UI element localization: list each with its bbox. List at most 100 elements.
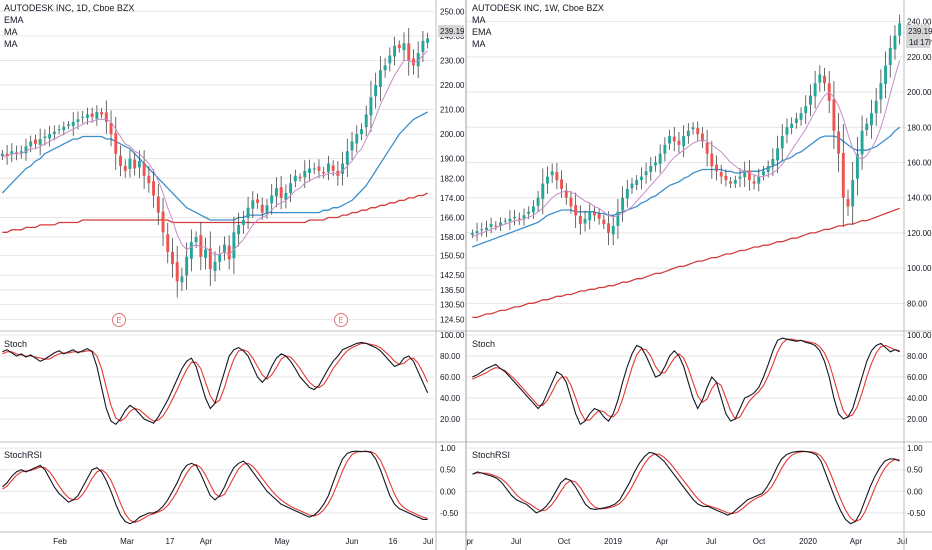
weekly-stochrsi-tick[interactable]: -0.50 xyxy=(907,509,926,518)
daily-candle-body[interactable] xyxy=(407,43,411,61)
weekly-candle-body[interactable] xyxy=(743,171,747,178)
weekly-candle-body[interactable] xyxy=(898,23,902,36)
weekly-candle-body[interactable] xyxy=(776,148,780,161)
weekly-candle-body[interactable] xyxy=(564,190,568,198)
daily-candle-body[interactable] xyxy=(19,151,23,153)
daily-candle-body[interactable] xyxy=(393,45,397,57)
daily-candle-body[interactable] xyxy=(265,205,269,213)
daily-price-tick[interactable]: 166.00 xyxy=(440,214,465,223)
weekly-candle-body[interactable] xyxy=(597,213,601,219)
weekly-candle-body[interactable] xyxy=(738,176,742,179)
daily-candle-body[interactable] xyxy=(222,244,226,253)
daily-candle-body[interactable] xyxy=(374,85,378,97)
daily-price-tick[interactable]: 158.00 xyxy=(440,233,465,242)
weekly-time-tick[interactable]: Oct xyxy=(753,537,766,546)
daily-stoch-tick[interactable]: 20.00 xyxy=(440,415,461,424)
weekly-time-tick[interactable]: Apr xyxy=(850,537,863,546)
weekly-candle-body[interactable] xyxy=(588,211,592,221)
daily-time-tick[interactable]: Feb xyxy=(53,537,67,546)
daily-candle-body[interactable] xyxy=(62,126,66,131)
daily-price-tick[interactable]: 220.00 xyxy=(440,81,465,90)
weekly-candle-body[interactable] xyxy=(762,171,765,176)
daily-candle-body[interactable] xyxy=(303,170,307,178)
weekly-stochrsi-tick[interactable]: 1.00 xyxy=(907,444,923,453)
weekly-stoch-tick[interactable]: 80.00 xyxy=(907,352,928,361)
daily-stochrsi-pane[interactable]: StochRSI 1.00 0.50 0.00 -0.50 xyxy=(0,444,459,525)
daily-candle-body[interactable] xyxy=(156,196,160,213)
daily-candle-body[interactable] xyxy=(161,211,165,233)
weekly-candle-body[interactable] xyxy=(766,166,770,172)
daily-stoch-tick[interactable]: 80.00 xyxy=(440,352,461,361)
daily-time-axis[interactable]: Feb Mar 17 Apr May Jun 16 Jul xyxy=(53,537,433,546)
daily-stochrsi-axis[interactable]: 1.00 0.50 0.00 -0.50 xyxy=(440,444,459,518)
weekly-candle-body[interactable] xyxy=(719,171,723,177)
weekly-candle-body[interactable] xyxy=(480,229,484,231)
weekly-candle-body[interactable] xyxy=(888,48,892,65)
weekly-candle-body[interactable] xyxy=(691,127,695,130)
daily-candle-body[interactable] xyxy=(85,114,89,118)
daily-stoch-tick[interactable]: 100.00 xyxy=(440,331,465,340)
daily-candle-body[interactable] xyxy=(355,134,359,144)
weekly-time-axis[interactable]: pr Jul Oct 2019 Apr Jul Oct 2020 Apr Jul xyxy=(466,537,907,546)
daily-candle-body[interactable] xyxy=(185,256,189,276)
daily-candle-body[interactable] xyxy=(189,242,193,259)
daily-price-tick[interactable]: 190.00 xyxy=(440,155,465,164)
daily-candle-body[interactable] xyxy=(284,193,288,200)
daily-candle-body[interactable] xyxy=(52,131,56,135)
daily-candle-body[interactable] xyxy=(0,153,4,157)
daily-candle-body[interactable] xyxy=(274,188,278,197)
weekly-candle-body[interactable] xyxy=(715,164,718,172)
weekly-candle-body[interactable] xyxy=(602,219,606,225)
daily-stochrsi-tick[interactable]: 0.50 xyxy=(440,466,456,475)
daily-candle-body[interactable] xyxy=(137,161,141,168)
daily-candle-body[interactable] xyxy=(388,55,392,64)
weekly-time-tick[interactable]: Jul xyxy=(706,537,716,546)
daily-candle-body[interactable] xyxy=(345,151,349,165)
weekly-candle-body[interactable] xyxy=(672,136,676,142)
weekly-candle-body[interactable] xyxy=(616,211,620,226)
weekly-candle-body[interactable] xyxy=(860,130,864,155)
weekly-time-tick[interactable]: Oct xyxy=(558,537,571,546)
daily-candle-body[interactable] xyxy=(378,70,382,87)
weekly-stoch-axis[interactable]: 100.00 80.00 60.00 40.00 20.00 xyxy=(907,331,932,424)
weekly-candle-body[interactable] xyxy=(686,130,690,137)
weekly-stoch-tick[interactable]: 100.00 xyxy=(907,331,932,340)
daily-candle-body[interactable] xyxy=(402,43,406,51)
weekly-candle-body[interactable] xyxy=(757,176,761,184)
daily-candle-body[interactable] xyxy=(90,113,94,117)
weekly-candle-body[interactable] xyxy=(870,113,873,126)
weekly-candle-body[interactable] xyxy=(654,162,657,166)
daily-candle-body[interactable] xyxy=(298,176,302,179)
weekly-candle-body[interactable] xyxy=(884,65,888,84)
weekly-candle-body[interactable] xyxy=(499,222,502,226)
daily-candle-body[interactable] xyxy=(204,249,208,258)
weekly-candle-body[interactable] xyxy=(508,218,512,222)
daily-candle-body[interactable] xyxy=(421,40,425,53)
daily-candle-body[interactable] xyxy=(194,237,198,243)
daily-candle-body[interactable] xyxy=(166,234,170,252)
weekly-candle-body[interactable] xyxy=(658,153,662,164)
daily-candle-body[interactable] xyxy=(322,171,326,174)
weekly-candle-body[interactable] xyxy=(522,215,526,219)
daily-candle-body[interactable] xyxy=(38,139,42,145)
weekly-candle-body[interactable] xyxy=(569,197,573,207)
daily-candle-body[interactable] xyxy=(251,200,255,209)
weekly-candle-body[interactable] xyxy=(696,127,700,135)
weekly-price-tick[interactable]: 100.00 xyxy=(907,264,932,273)
daily-candle-body[interactable] xyxy=(411,58,415,66)
daily-candle-body[interactable] xyxy=(180,276,184,283)
weekly-candle-body[interactable] xyxy=(851,180,855,207)
weekly-price-axis[interactable]: 240.00 220.00 200.00 180.00 160.00 140.00 120.… xyxy=(907,18,932,309)
daily-candle-body[interactable] xyxy=(369,97,373,116)
weekly-candle-body[interactable] xyxy=(724,175,728,181)
weekly-candle-body[interactable] xyxy=(635,180,639,186)
daily-stoch-tick[interactable]: 60.00 xyxy=(440,373,461,382)
daily-candle-body[interactable] xyxy=(123,166,127,171)
daily-candles[interactable] xyxy=(0,28,430,298)
weekly-candle-body[interactable] xyxy=(560,179,564,189)
daily-candle-body[interactable] xyxy=(241,220,245,225)
daily-time-tick[interactable]: Jun xyxy=(346,537,359,546)
weekly-candle-body[interactable] xyxy=(837,131,841,154)
weekly-candle-body[interactable] xyxy=(865,123,869,131)
daily-price-tick[interactable]: 124.50 xyxy=(440,315,465,324)
